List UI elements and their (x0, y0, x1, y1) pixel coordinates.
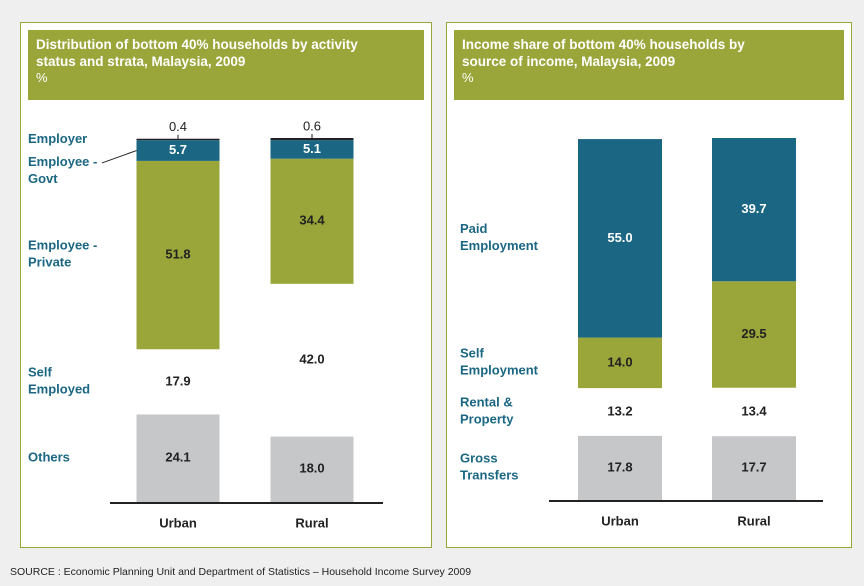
bar-segment (270, 140, 354, 159)
bar-segment (136, 140, 220, 161)
x-tick-label: Urban (159, 515, 197, 530)
title-band: Income share of bottom 40% households by… (454, 30, 844, 100)
legend-label: Self Employment (460, 346, 539, 378)
value-label: 5.1 (303, 141, 321, 156)
value-label: 17.9 (165, 373, 190, 388)
value-label: 34.4 (299, 213, 325, 228)
leader-line (101, 150, 137, 164)
bar-segment (136, 349, 220, 415)
bar-segment (136, 414, 220, 502)
value-label: 51.8 (165, 247, 190, 262)
value-label: 17.7 (741, 459, 766, 474)
bar-segment (712, 387, 796, 437)
legend-label: Paid Employment (460, 221, 539, 253)
bar-segment (578, 435, 662, 500)
bar-segment (712, 436, 796, 500)
value-label: 55.0 (607, 230, 632, 245)
legend-label: Others (28, 450, 70, 465)
value-label: 17.8 (607, 459, 632, 474)
x-tick-label: Rural (295, 515, 328, 530)
title-band: Distribution of bottom 40% households by… (28, 30, 424, 100)
bar-segment (578, 139, 662, 338)
value-label: 14.0 (607, 354, 632, 369)
chart-title: Distribution of bottom 40% households by… (36, 37, 358, 69)
value-label: 0.4 (169, 119, 187, 134)
bar-segment (578, 337, 662, 389)
value-label: 24.1 (165, 450, 190, 465)
bar-segment (270, 138, 354, 141)
bar-segment (712, 138, 796, 282)
value-label: 0.6 (303, 118, 321, 133)
bar-segment (270, 158, 354, 284)
x-tick-label: Urban (601, 513, 639, 528)
legend-label: Employee - Private (28, 238, 101, 270)
legend-label: Self Employed (28, 365, 90, 397)
legend-label: Employee - Govt (28, 154, 101, 186)
chart-subtitle: % (36, 70, 48, 85)
value-label: 5.7 (169, 142, 187, 157)
bar-segment (270, 436, 354, 502)
bar-segment (136, 160, 220, 350)
value-label: 29.5 (741, 326, 766, 341)
value-label: 42.0 (299, 352, 324, 367)
x-tick-label: Rural (737, 513, 770, 528)
legend-label: Rental & Property (460, 395, 516, 427)
bar-segment (270, 283, 354, 437)
legend-label: Employer (28, 131, 87, 146)
value-label: 18.0 (299, 461, 324, 476)
chart-subtitle: % (462, 70, 474, 85)
bar-segment (136, 138, 220, 141)
source: SOURCE : Economic Planning Unit and Depa… (10, 566, 472, 578)
value-label: 13.2 (607, 403, 632, 418)
chart-title: Income share of bottom 40% households by… (462, 37, 745, 69)
bar-segment (712, 281, 796, 388)
bar-segment (578, 388, 662, 436)
legend-label: Gross Transfers (460, 451, 519, 483)
panel: Distribution of bottom 40% households by… (20, 22, 432, 548)
value-label: 13.4 (741, 403, 767, 418)
value-label: 39.7 (741, 201, 766, 216)
